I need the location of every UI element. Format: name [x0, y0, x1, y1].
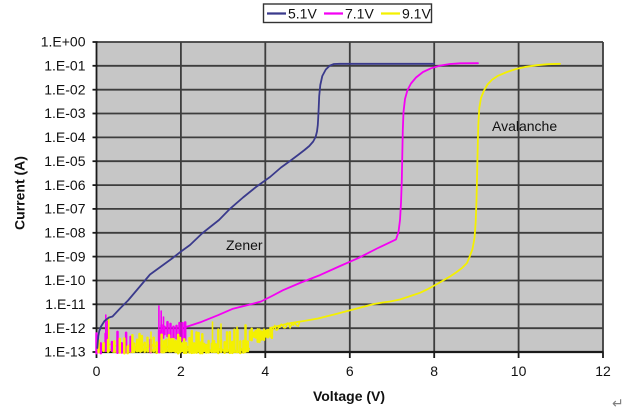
- svg-text:10: 10: [511, 363, 527, 379]
- svg-text:7.1V: 7.1V: [345, 6, 374, 22]
- svg-text:Current (A): Current (A): [12, 156, 28, 230]
- svg-text:1.E-02: 1.E-02: [44, 81, 85, 97]
- svg-text:12: 12: [595, 363, 611, 379]
- svg-text:1.E-05: 1.E-05: [44, 153, 85, 169]
- svg-text:1.E-09: 1.E-09: [44, 248, 85, 264]
- svg-text:1.E-08: 1.E-08: [44, 225, 85, 241]
- svg-text:5.1V: 5.1V: [288, 6, 317, 22]
- svg-text:1.E-03: 1.E-03: [44, 105, 85, 121]
- svg-text:6: 6: [346, 363, 354, 379]
- svg-text:Voltage (V): Voltage (V): [313, 388, 385, 404]
- svg-text:Avalanche: Avalanche: [492, 118, 557, 134]
- svg-text:1.E-13: 1.E-13: [44, 344, 85, 360]
- svg-text:2: 2: [177, 363, 185, 379]
- svg-text:1.E-11: 1.E-11: [45, 296, 85, 312]
- svg-text:4: 4: [261, 363, 269, 379]
- svg-text:1.E-06: 1.E-06: [44, 177, 85, 193]
- svg-text:8: 8: [430, 363, 438, 379]
- svg-text:1.E-10: 1.E-10: [44, 272, 85, 288]
- svg-text:1.E-04: 1.E-04: [44, 129, 85, 145]
- svg-text:Zener: Zener: [226, 237, 263, 253]
- svg-text:↵: ↵: [612, 395, 624, 411]
- svg-text:1.E-12: 1.E-12: [44, 320, 85, 336]
- svg-text:1.E-07: 1.E-07: [44, 201, 85, 217]
- svg-text:1.E+00: 1.E+00: [41, 34, 86, 50]
- svg-text:1.E-01: 1.E-01: [44, 58, 85, 74]
- svg-text:0: 0: [93, 363, 101, 379]
- svg-text:9.1V: 9.1V: [402, 6, 431, 22]
